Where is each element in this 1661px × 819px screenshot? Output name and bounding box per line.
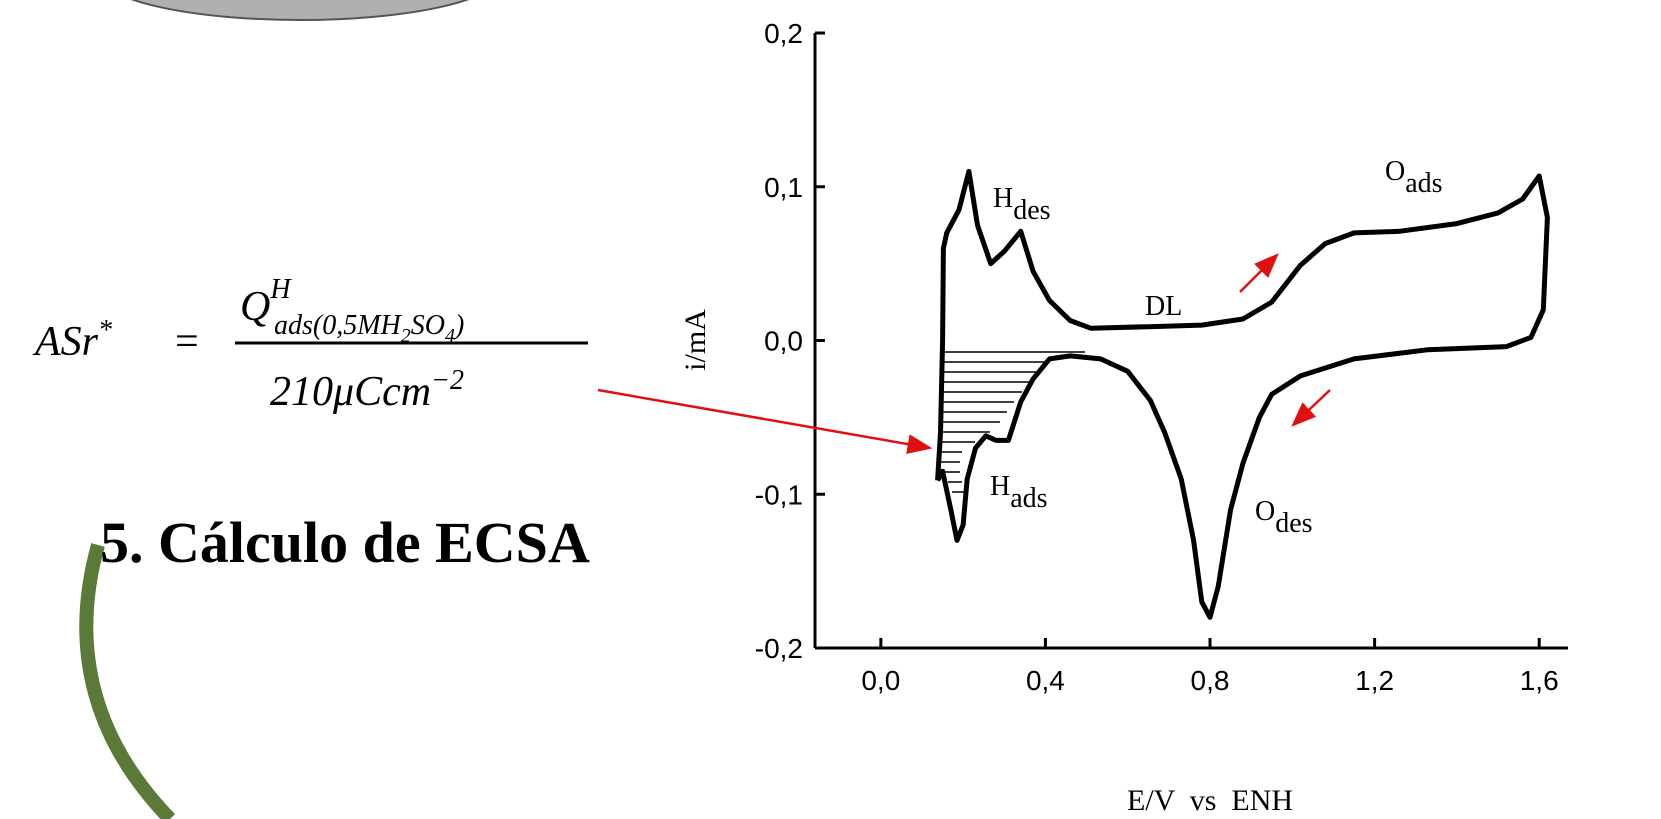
annotation-sub: ads [1010,483,1047,514]
annotation-text: O [1255,496,1275,527]
annotation-text: H [993,183,1013,214]
y-tick-label: 0,1 [764,172,803,203]
heading: 5. Cálculo de ECSA [100,510,590,575]
arrows [597,253,1331,454]
annotation-text: DL [1145,291,1182,322]
hatching [940,351,1085,493]
x-tick-label: 0,0 [861,665,900,696]
num-sub: SO [411,310,445,341]
x-tick-label: 0,4 [1026,665,1065,696]
annotation-text: O [1385,156,1405,187]
num-sub: 2 [401,325,411,347]
den-sup: −2 [431,365,464,396]
annotation: DL [1145,291,1182,322]
annotation-sub: des [1013,195,1050,226]
annotation-sub: ads [1405,168,1442,199]
formula: ASr* = QH ads(0,5MH2SO4) 210μCcm−2 [32,274,588,415]
decor-arc [79,543,176,819]
y-tick-label: -0,2 [755,633,803,664]
chart: -0,2 -0,1 0,0 0,1 0,2 0,0 0,4 0,8 1,2 1,6 E/V vs E… [679,18,1568,817]
annotation: Oads [1385,156,1443,199]
num-sub: 4 [445,325,455,347]
den: 210μCcm [270,369,431,415]
formula-lhs: ASr* [32,315,112,365]
lhs: ASr [32,319,99,365]
annotation-text: H [990,471,1010,502]
y-tick-label: 0,0 [764,326,803,357]
num: Q [240,284,270,330]
denominator: 210μCcm−2 [270,365,464,415]
cv-curve [935,168,1550,620]
numerator: QH ads(0,5MH2SO4) [240,274,464,347]
x-tick-label: 0,8 [1191,665,1230,696]
x-axis-title: E/V vs ENH [1127,784,1293,817]
annotation: Hads [990,471,1048,514]
y-tick-label: 0,2 [764,18,803,49]
y-tick-label: -0,1 [755,479,803,510]
num-sup: H [269,274,292,305]
annotation: Hdes [993,183,1051,226]
num-sub: ads(0,5MH [274,310,403,341]
y-axis-title: i/mA [679,309,712,371]
num-sub: ) [453,310,464,341]
decor-disc [130,0,470,21]
annotation-sub: des [1275,508,1312,539]
equals: = [175,319,199,365]
x-tick-label: 1,2 [1355,665,1394,696]
x-tick-label: 1,6 [1520,665,1559,696]
annotation: Odes [1255,496,1313,539]
lhs-sup: * [98,315,112,346]
